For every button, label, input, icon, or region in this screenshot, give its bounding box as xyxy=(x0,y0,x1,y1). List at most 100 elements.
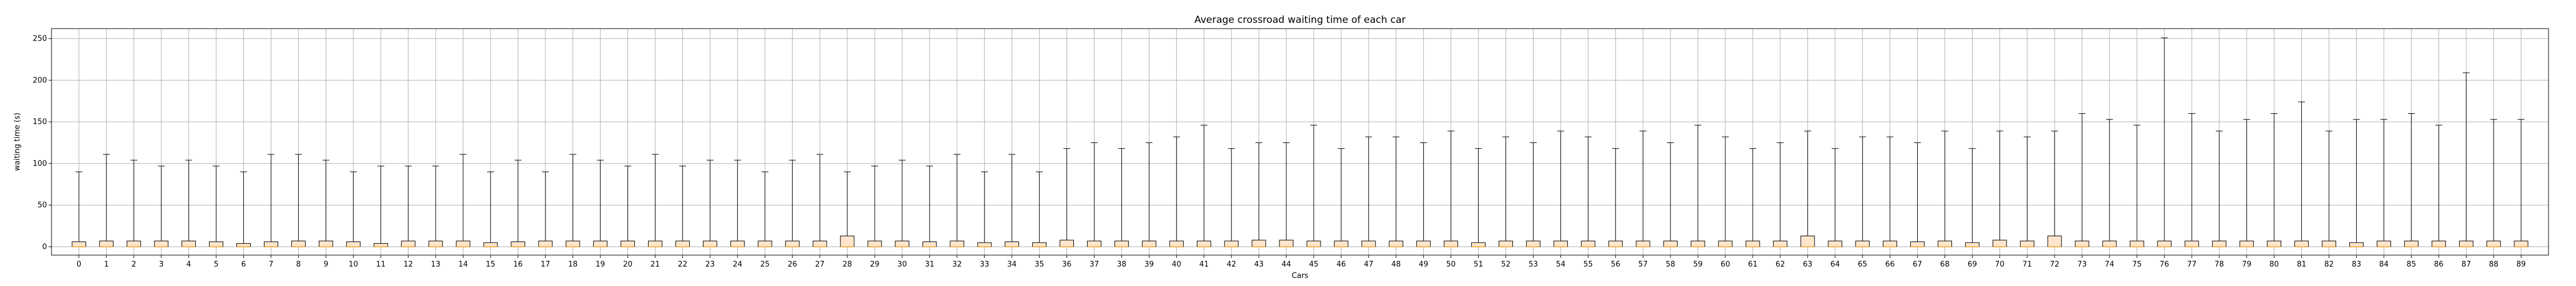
box-22 xyxy=(675,165,690,248)
x-tick-label: 50 xyxy=(1446,260,1456,269)
x-tick-label: 56 xyxy=(1611,260,1621,269)
box-12 xyxy=(401,165,416,248)
x-tick-label: 85 xyxy=(2407,260,2416,269)
x-tick-label: 49 xyxy=(1419,260,1428,269)
x-tick-label: 76 xyxy=(2160,260,2170,269)
x-tick-label: 78 xyxy=(2215,260,2225,269)
box-body xyxy=(621,240,635,247)
box-33 xyxy=(977,171,992,248)
x-tick-label: 47 xyxy=(1364,260,1374,269)
box-23 xyxy=(702,160,717,248)
box-39 xyxy=(1141,142,1156,248)
box-body xyxy=(922,241,937,247)
box-body xyxy=(1416,240,1431,247)
x-tick-label: 61 xyxy=(1748,260,1758,269)
box-18 xyxy=(566,154,580,248)
x-tick-label: 57 xyxy=(1638,260,1648,269)
x-tick-label: 80 xyxy=(2269,260,2279,269)
plot-frame xyxy=(51,28,2549,256)
x-tick-label: 30 xyxy=(898,260,907,269)
box-body xyxy=(950,240,965,247)
box-body xyxy=(812,240,827,247)
box-68 xyxy=(1937,130,1952,248)
y-tick-label: 100 xyxy=(33,160,47,168)
box-body xyxy=(702,240,717,247)
box-15 xyxy=(483,171,498,248)
box-body xyxy=(1389,240,1404,247)
box-56 xyxy=(1608,148,1623,248)
box-body xyxy=(2404,240,2419,247)
box-body xyxy=(1608,240,1623,247)
x-axis-label: Cars xyxy=(1291,272,1308,280)
box-88 xyxy=(2486,119,2501,248)
box-body xyxy=(2102,240,2117,247)
box-28 xyxy=(840,171,855,248)
box-71 xyxy=(2020,136,2034,248)
box-48 xyxy=(1389,136,1404,248)
x-tick-label: 28 xyxy=(843,260,852,269)
box-body xyxy=(2376,240,2391,247)
box-34 xyxy=(1005,154,1020,248)
x-tick-label: 51 xyxy=(1473,260,1483,269)
box-body xyxy=(2349,242,2364,247)
x-tick-label: 38 xyxy=(1117,260,1127,269)
box-body xyxy=(1471,242,1486,247)
box-body xyxy=(1060,240,1074,247)
box-42 xyxy=(1224,148,1239,248)
box-body xyxy=(401,240,416,247)
box-50 xyxy=(1444,130,1459,248)
box-63 xyxy=(1800,130,1815,248)
box-body xyxy=(1992,240,2007,247)
box-body xyxy=(1196,240,1211,247)
box-41 xyxy=(1196,125,1211,248)
x-tick-label: 36 xyxy=(1062,260,1072,269)
plot-marks xyxy=(72,37,2528,248)
x-tick-label: 1 xyxy=(104,260,109,269)
x-tick-label: 24 xyxy=(733,260,742,269)
box-43 xyxy=(1251,142,1266,248)
x-tick-label: 63 xyxy=(1803,260,1813,269)
box-11 xyxy=(373,165,388,248)
box-body xyxy=(1718,240,1733,247)
box-body xyxy=(648,240,663,247)
x-tick-label: 69 xyxy=(1967,260,1977,269)
x-tick-label: 39 xyxy=(1144,260,1154,269)
x-tick-label: 87 xyxy=(2462,260,2471,269)
box-body xyxy=(1663,240,1678,247)
x-tick-label: 22 xyxy=(678,260,688,269)
x-tick-label: 60 xyxy=(1721,260,1730,269)
x-tick-label: 3 xyxy=(159,260,164,269)
x-tick-label: 42 xyxy=(1227,260,1236,269)
y-tick-label: 250 xyxy=(33,34,47,43)
box-14 xyxy=(456,154,471,248)
x-tick-label: 53 xyxy=(1528,260,1538,269)
box-4 xyxy=(181,160,196,248)
x-tick-label: 29 xyxy=(870,260,880,269)
x-tick-label: 10 xyxy=(349,260,358,269)
box-62 xyxy=(1773,142,1788,248)
box-body xyxy=(1141,240,1156,247)
x-tick-label: 19 xyxy=(595,260,605,269)
x-tick-label: 37 xyxy=(1089,260,1099,269)
box-body xyxy=(566,240,580,247)
box-21 xyxy=(648,154,663,248)
x-tick-label: 40 xyxy=(1172,260,1182,269)
x-tick-label: 62 xyxy=(1776,260,1785,269)
box-46 xyxy=(1334,148,1349,248)
box-body xyxy=(785,240,800,247)
box-body xyxy=(1005,241,1020,247)
box-body xyxy=(538,240,553,247)
box-79 xyxy=(2239,119,2254,248)
box-19 xyxy=(593,160,608,248)
box-3 xyxy=(154,165,169,248)
box-body xyxy=(2322,240,2337,247)
box-66 xyxy=(1883,136,1898,248)
x-tick-label: 4 xyxy=(187,260,191,269)
x-tick-label: 59 xyxy=(1693,260,1703,269)
box-body xyxy=(1937,240,1952,247)
box-35 xyxy=(1032,171,1047,248)
box-body xyxy=(154,240,169,247)
box-body xyxy=(1087,240,1101,247)
box-36 xyxy=(1060,148,1074,248)
